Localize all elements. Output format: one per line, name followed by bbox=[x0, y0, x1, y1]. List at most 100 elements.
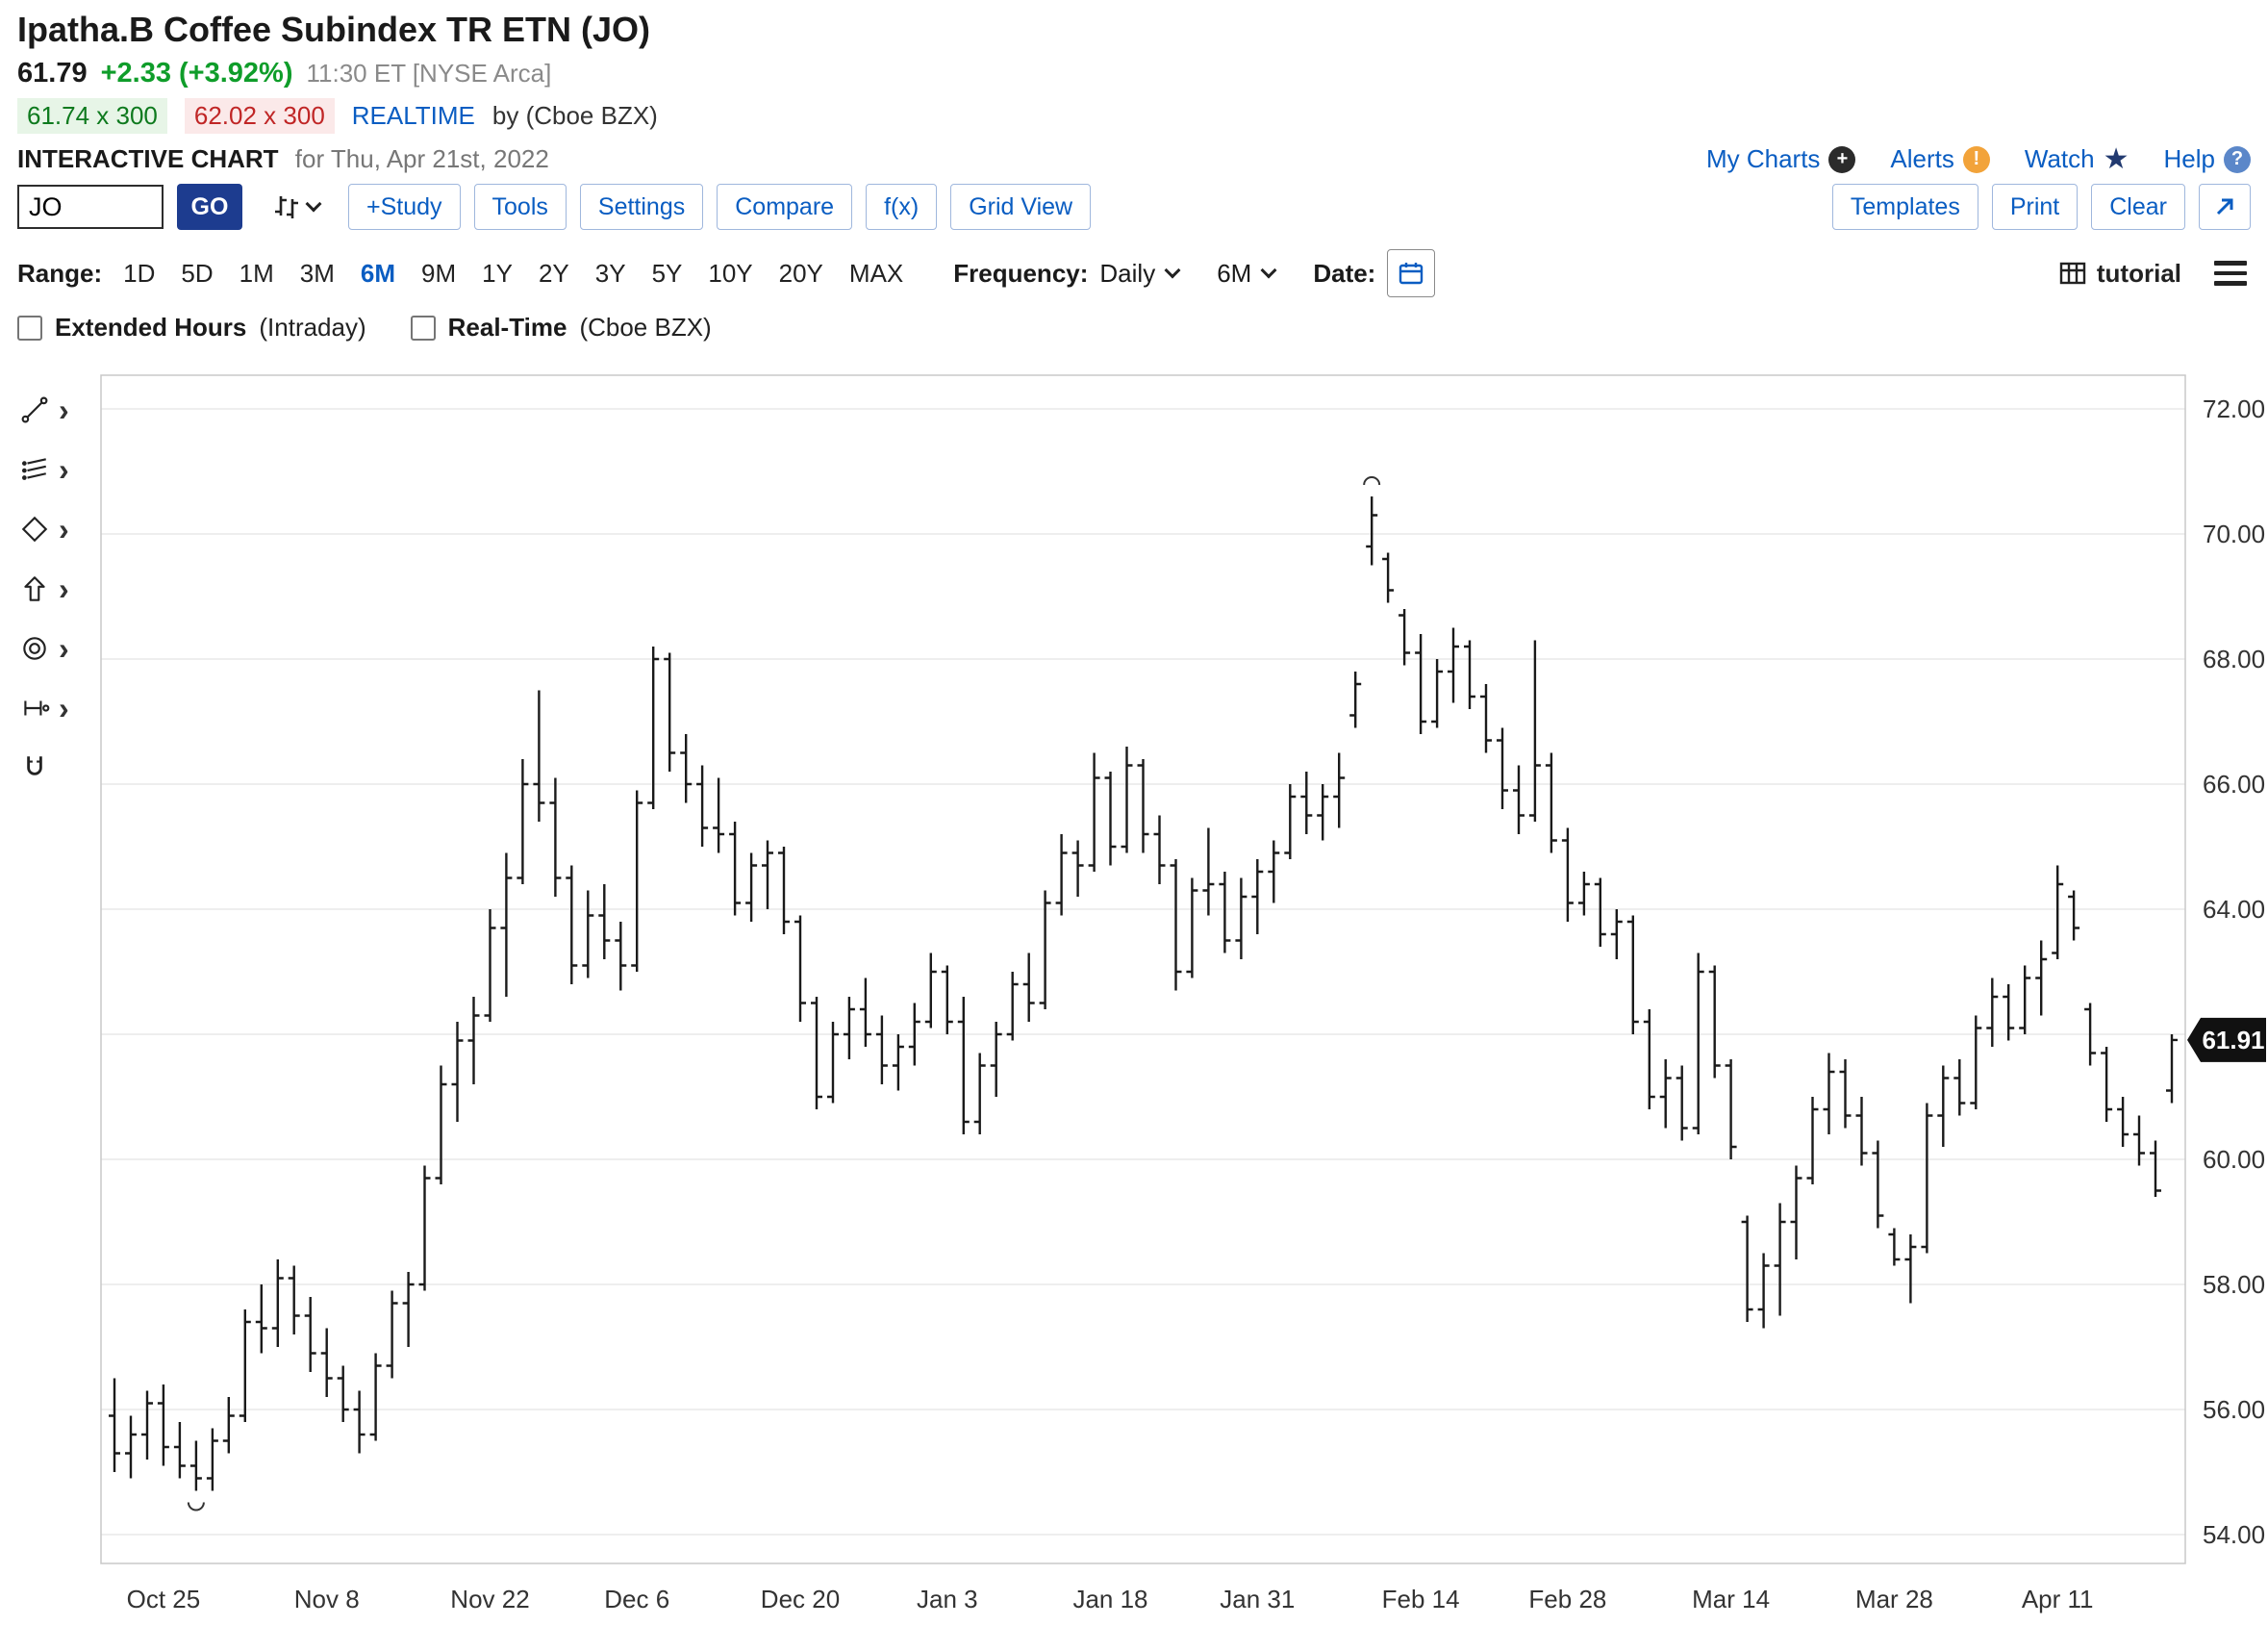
range-5y[interactable]: 5Y bbox=[651, 258, 683, 288]
range-6m[interactable]: 6M bbox=[360, 258, 395, 288]
realtime-option: Real-Time (Cboe BZX) bbox=[410, 313, 712, 343]
arrow-up-right-icon bbox=[2216, 198, 2233, 216]
chart-header-row: INTERACTIVE CHART for Thu, Apr 21st, 202… bbox=[17, 144, 2251, 174]
price-line: 61.79 +2.33 (+3.92%) 11:30 ET [NYSE Arca… bbox=[17, 58, 2251, 89]
realtime-label: REALTIME bbox=[351, 101, 475, 130]
arrow-tool[interactable]: › bbox=[19, 573, 69, 604]
alerts-link[interactable]: Alerts ! bbox=[1890, 144, 1990, 174]
study-button[interactable]: +Study bbox=[348, 184, 461, 230]
extended-hours-label: Extended Hours bbox=[55, 313, 247, 342]
settings-button[interactable]: Settings bbox=[579, 184, 704, 230]
magnet-tool[interactable] bbox=[19, 752, 69, 783]
realtime-checkbox[interactable] bbox=[410, 315, 436, 341]
date-picker-group: Date: bbox=[1313, 249, 1436, 297]
svg-text:Mar 28: Mar 28 bbox=[1855, 1585, 1933, 1613]
clear-button[interactable]: Clear bbox=[2091, 184, 2185, 230]
grid-view-button[interactable]: Grid View bbox=[950, 184, 1092, 230]
symbol-input[interactable] bbox=[17, 185, 164, 229]
drawing-toolbar: › › › › › bbox=[19, 394, 69, 783]
alerts-label: Alerts bbox=[1890, 144, 1954, 173]
svg-text:60.00: 60.00 bbox=[2203, 1145, 2265, 1174]
ellipse-tool-icon bbox=[23, 637, 46, 660]
realtime-option-suffix: (Cboe BZX) bbox=[579, 313, 712, 342]
chevron-down-icon bbox=[305, 195, 322, 212]
svg-text:Oct 25: Oct 25 bbox=[127, 1585, 201, 1613]
templates-button[interactable]: Templates bbox=[1831, 184, 1978, 230]
options-row: Extended Hours (Intraday) Real-Time (Cbo… bbox=[0, 307, 2268, 352]
chevron-right-icon: › bbox=[59, 691, 69, 725]
line-tool[interactable]: › bbox=[19, 394, 69, 425]
interactive-chart-label: INTERACTIVE CHART bbox=[17, 144, 279, 173]
svg-text:Apr 11: Apr 11 bbox=[2022, 1585, 2094, 1613]
range-20y[interactable]: 20Y bbox=[778, 258, 823, 288]
toolbar-right: Templates Print Clear bbox=[1831, 184, 2251, 230]
print-button[interactable]: Print bbox=[1991, 184, 2079, 230]
extended-hours-option: Extended Hours (Intraday) bbox=[17, 313, 366, 343]
multiline-tool-icon bbox=[21, 458, 46, 480]
frequency-dropdown[interactable]: Frequency: Daily bbox=[953, 258, 1181, 289]
menu-icon[interactable] bbox=[2210, 257, 2251, 290]
bid-quote: 61.74 x 300 bbox=[17, 98, 167, 134]
period-dropdown[interactable]: 6M bbox=[1217, 258, 1277, 289]
ohlc-bar-icon bbox=[275, 196, 298, 218]
quote-time: 11:30 ET [NYSE Arca] bbox=[306, 59, 552, 88]
chevron-right-icon: › bbox=[59, 452, 69, 487]
multiline-tool[interactable]: › bbox=[19, 454, 69, 485]
extended-hours-checkbox[interactable] bbox=[17, 315, 42, 341]
star-icon: ★ bbox=[2103, 142, 2129, 175]
plus-circle-icon: + bbox=[1828, 145, 1856, 173]
last-trade-price: 61.79 bbox=[17, 58, 88, 89]
svg-text:Feb 28: Feb 28 bbox=[1528, 1585, 1606, 1613]
compare-button[interactable]: Compare bbox=[717, 184, 853, 230]
tutorial-label: tutorial bbox=[2096, 258, 2181, 288]
range-9m[interactable]: 9M bbox=[421, 258, 457, 288]
go-button[interactable]: GO bbox=[177, 184, 242, 230]
interactive-chart-caption: INTERACTIVE CHART for Thu, Apr 21st, 202… bbox=[17, 144, 549, 174]
chevron-right-icon: › bbox=[59, 572, 69, 606]
svg-text:64.00: 64.00 bbox=[2203, 895, 2265, 924]
range-max[interactable]: MAX bbox=[848, 258, 904, 288]
arrow-tool-icon bbox=[24, 576, 45, 601]
line-tool-icon bbox=[21, 396, 48, 423]
svg-text:70.00: 70.00 bbox=[2203, 520, 2265, 548]
date-label: Date: bbox=[1313, 258, 1376, 288]
range-2y[interactable]: 2Y bbox=[538, 258, 569, 288]
measure-tool[interactable]: › bbox=[19, 693, 69, 724]
tutorial-link[interactable]: tutorial bbox=[2058, 259, 2181, 289]
quote-line: 61.74 x 300 62.02 x 300 REALTIME by (Cbo… bbox=[17, 98, 2251, 134]
calendar-icon bbox=[1399, 263, 1424, 285]
price-chart[interactable]: 72.0070.0068.0066.0064.0062.0060.0058.00… bbox=[0, 352, 2268, 1638]
range-bar: Range: 1D 5D 1M 3M 6M 9M 1Y 2Y 3Y 5Y 10Y… bbox=[0, 240, 2268, 307]
my-charts-link[interactable]: My Charts + bbox=[1706, 144, 1856, 174]
ellipse-tool[interactable]: › bbox=[19, 633, 69, 664]
watch-link[interactable]: Watch ★ bbox=[2025, 144, 2129, 174]
frequency-label: Frequency: bbox=[953, 258, 1089, 288]
chevron-right-icon: › bbox=[59, 631, 69, 666]
chart-area: 72.0070.0068.0066.0064.0062.0060.0058.00… bbox=[0, 352, 2268, 1638]
svg-text:Nov 22: Nov 22 bbox=[450, 1585, 529, 1613]
fx-button[interactable]: f(x) bbox=[866, 184, 938, 230]
svg-text:58.00: 58.00 bbox=[2203, 1270, 2265, 1299]
svg-text:Feb 14: Feb 14 bbox=[1382, 1585, 1460, 1613]
svg-text:66.00: 66.00 bbox=[2203, 770, 2265, 799]
range-1y[interactable]: 1Y bbox=[482, 258, 513, 288]
period-value: 6M bbox=[1217, 258, 1252, 288]
range-3y[interactable]: 3Y bbox=[594, 258, 626, 288]
grid-icon bbox=[2059, 262, 2086, 285]
range-10y[interactable]: 10Y bbox=[708, 258, 753, 288]
date-picker-button[interactable] bbox=[1387, 249, 1436, 297]
svg-text:56.00: 56.00 bbox=[2203, 1395, 2265, 1424]
magnet-tool-icon bbox=[27, 756, 42, 775]
polygon-tool[interactable]: › bbox=[19, 514, 69, 545]
range-1m[interactable]: 1M bbox=[239, 258, 274, 288]
range-5d[interactable]: 5D bbox=[181, 258, 214, 288]
range-1d[interactable]: 1D bbox=[123, 258, 156, 288]
help-link[interactable]: Help ? bbox=[2164, 144, 2251, 174]
chevron-down-icon bbox=[1164, 262, 1181, 278]
popout-chart-button[interactable] bbox=[2199, 184, 2251, 230]
range-3m[interactable]: 3M bbox=[299, 258, 335, 288]
chevron-right-icon: › bbox=[59, 393, 69, 427]
polygon-tool-icon bbox=[21, 516, 48, 543]
chart-type-button[interactable] bbox=[265, 190, 325, 223]
tools-button[interactable]: Tools bbox=[473, 184, 567, 230]
